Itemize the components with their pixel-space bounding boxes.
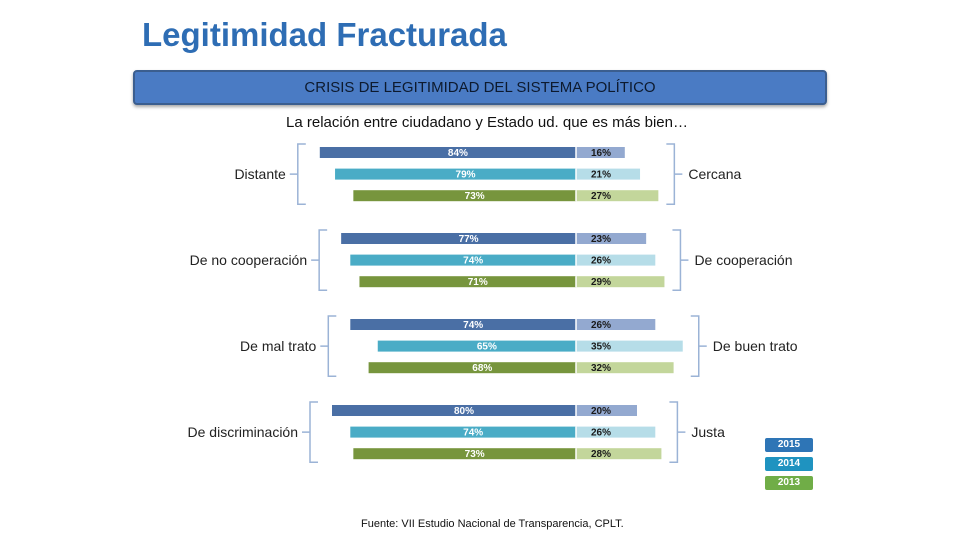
- category-label-left: De no cooperación: [190, 252, 308, 268]
- bar-right: [576, 147, 625, 158]
- source-note: Fuente: VII Estudio Nacional de Transpar…: [361, 518, 624, 530]
- bar-right: [576, 405, 637, 416]
- category-label-right: De buen trato: [713, 338, 798, 354]
- bar-left: [350, 319, 576, 330]
- data-label-left: 84%: [448, 148, 468, 159]
- data-label-left: 77%: [459, 234, 479, 245]
- data-label-right: 23%: [591, 234, 611, 245]
- data-label-left: 65%: [477, 342, 497, 353]
- category-label-left: Distante: [234, 166, 286, 182]
- bracket-right: [666, 143, 683, 205]
- legend-item-2015: 2015: [765, 438, 813, 452]
- data-label-right: 32%: [591, 363, 611, 374]
- legend-label: 2013: [777, 477, 801, 488]
- bracket-right: [690, 315, 707, 377]
- category-label-left: De discriminación: [188, 424, 298, 440]
- bracket-left: [320, 315, 337, 377]
- data-label-left: 73%: [465, 449, 485, 460]
- bar-right: [576, 448, 662, 460]
- data-label-right: 28%: [591, 449, 611, 460]
- bracket-left: [289, 143, 306, 205]
- bar-left: [353, 190, 576, 202]
- data-label-right: 20%: [591, 406, 611, 417]
- data-label-right: 26%: [591, 256, 611, 267]
- page-title: Legitimidad Fracturada: [142, 16, 507, 53]
- bar-right: [576, 168, 641, 180]
- bar-left: [350, 426, 576, 438]
- data-label-left: 71%: [468, 277, 488, 288]
- section-banner: CRISIS DE LEGITIMIDAD DEL SISTEMA POLÍTI…: [133, 70, 827, 105]
- bar-left: [368, 362, 576, 374]
- data-label-left: 74%: [463, 320, 483, 331]
- bar-right: [576, 233, 647, 244]
- bar-right: [576, 362, 674, 374]
- category-label-right: De cooperación: [694, 252, 792, 268]
- bar-left: [341, 233, 576, 244]
- category-label-left: De mal trato: [240, 338, 316, 354]
- bar-right: [576, 276, 665, 288]
- bar-right: [576, 190, 659, 202]
- bracket-left: [311, 229, 328, 291]
- category-label-right: Cercana: [688, 166, 741, 182]
- bar-right: [576, 426, 656, 438]
- data-label-right: 26%: [591, 428, 611, 439]
- bar-left: [377, 340, 576, 352]
- bar-left: [319, 147, 576, 158]
- data-label-left: 74%: [463, 428, 483, 439]
- bracket-right: [672, 229, 689, 291]
- data-label-right: 26%: [591, 320, 611, 331]
- bar-right: [576, 340, 683, 352]
- data-label-right: 21%: [591, 170, 611, 181]
- data-label-left: 80%: [454, 406, 474, 417]
- legend-item-2013: 2013: [765, 476, 813, 490]
- data-label-left: 79%: [456, 170, 476, 181]
- chart-subtitle: La relación entre ciudadano y Estado ud.…: [286, 114, 688, 131]
- data-label-left: 74%: [463, 256, 483, 267]
- data-label-left: 73%: [465, 191, 485, 202]
- category-label-right: Justa: [691, 424, 725, 440]
- bar-right: [576, 319, 656, 330]
- data-label-left: 68%: [472, 363, 492, 374]
- bracket-right: [669, 401, 686, 463]
- legend-label: 2015: [777, 439, 801, 450]
- data-label-right: 29%: [591, 277, 611, 288]
- data-label-right: 27%: [591, 191, 611, 202]
- bar-left: [332, 405, 576, 416]
- data-label-right: 35%: [591, 342, 611, 353]
- bar-left: [359, 276, 576, 288]
- bar-left: [353, 448, 576, 460]
- legend-label: 2014: [777, 458, 801, 469]
- data-label-right: 16%: [591, 148, 611, 159]
- bar-left: [350, 254, 576, 266]
- legend-item-2014: 2014: [765, 457, 813, 471]
- bracket-left: [302, 401, 318, 463]
- bar-right: [576, 254, 656, 266]
- bar-left: [335, 168, 576, 180]
